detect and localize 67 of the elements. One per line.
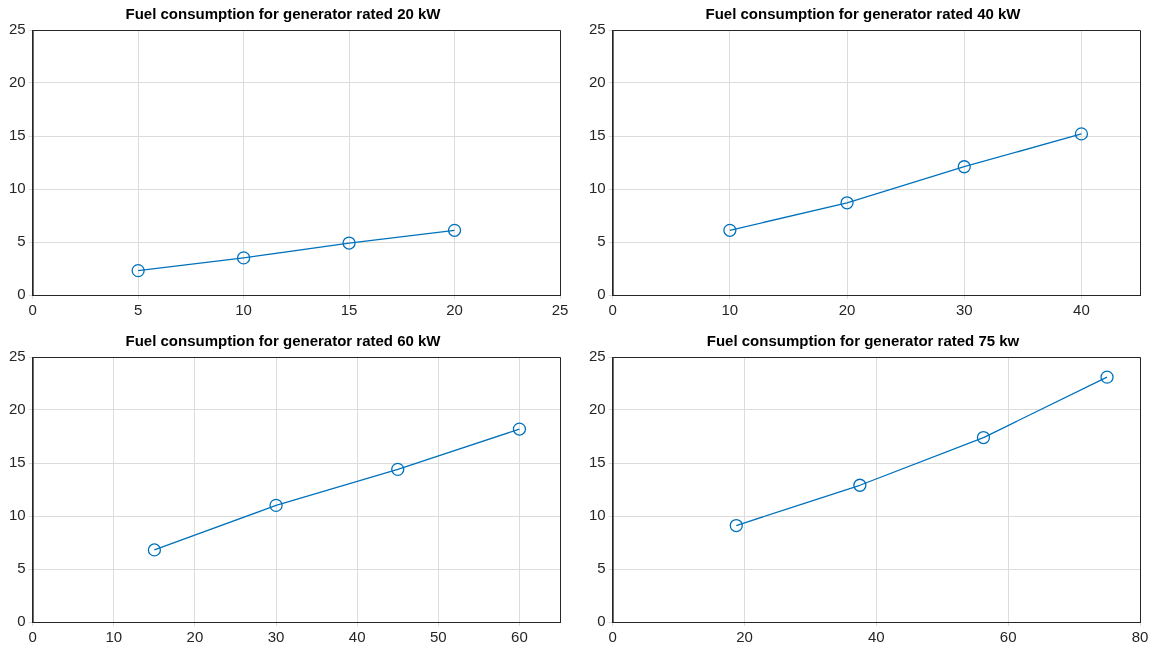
x-tick-label: 10 (721, 301, 739, 319)
y-tick-label: 0 (17, 285, 26, 303)
point (236, 251, 251, 265)
y-tick-label: 15 (9, 453, 26, 471)
point (1100, 370, 1114, 384)
y-tick-label: 10 (589, 179, 606, 197)
y-tick-label: 0 (597, 612, 606, 630)
x-tick-label: 30 (955, 301, 973, 319)
point (131, 263, 145, 278)
chart-title: Fuel consumption for generator rated 40 kW (705, 5, 1022, 23)
y-tick-label: 10 (9, 506, 26, 524)
point (1074, 127, 1089, 141)
y-tick-label: 15 (9, 126, 26, 144)
point (269, 498, 283, 513)
y-tick-label: 0 (17, 612, 26, 630)
point (342, 236, 356, 250)
x-tick-label: 0 (608, 628, 617, 646)
x-tick-label: 60 (511, 628, 528, 646)
x-tick-label: 40 (868, 628, 885, 646)
x-tick-label: 20 (446, 301, 463, 319)
x-tick-label: 10 (105, 628, 123, 646)
x-tick-label: 60 (999, 628, 1017, 646)
y-tick-label: 5 (597, 559, 606, 577)
x-tick-label: 0 (28, 301, 37, 319)
point (147, 543, 162, 557)
y-tick-label: 25 (9, 20, 26, 38)
y-tick-label: 10 (9, 179, 26, 197)
y-tick-label: 5 (17, 232, 26, 250)
x-tick-label: 80 (1131, 628, 1149, 646)
point (957, 160, 971, 174)
y-tick-label: 0 (597, 285, 606, 303)
x-tick-label: 15 (340, 301, 358, 319)
y-tick-label: 20 (589, 73, 606, 91)
x-tick-label: 40 (1073, 301, 1090, 319)
y-tick-label: 20 (589, 400, 606, 418)
x-tick-label: 40 (348, 628, 366, 646)
point (391, 462, 405, 477)
x-tick-label: 0 (608, 301, 617, 319)
y-tick-label: 20 (9, 73, 26, 91)
y-tick-label: 25 (589, 347, 606, 365)
point (512, 422, 527, 436)
chart-title: Fuel consumption for generator rated 20 kW (125, 5, 442, 23)
x-tick-label: 30 (267, 628, 285, 646)
x-tick-label: 50 (429, 628, 447, 646)
x-tick-label: 20 (838, 301, 856, 319)
y-tick-label: 20 (9, 400, 26, 418)
y-tick-label: 5 (597, 232, 606, 250)
x-tick-label: 20 (186, 628, 204, 646)
y-tick-label: 25 (9, 347, 26, 365)
point (723, 223, 737, 237)
y-tick-label: 10 (589, 506, 606, 524)
point (840, 196, 854, 210)
chart-title: Fuel consumption for generator rated 75 kw (706, 332, 1020, 350)
y-tick-label: 25 (589, 20, 606, 38)
x-tick-label: 25 (551, 301, 569, 319)
x-tick-label: 10 (235, 301, 252, 319)
y-tick-label: 5 (17, 559, 26, 577)
y-tick-label: 15 (589, 453, 606, 471)
point (729, 518, 743, 533)
chart-title: Fuel consumption for generator rated 60 kW (125, 332, 442, 350)
x-tick-label: 0 (28, 628, 37, 646)
point (976, 430, 991, 445)
x-tick-label: 5 (133, 301, 143, 319)
point (853, 478, 867, 492)
y-tick-label: 15 (589, 126, 606, 144)
x-tick-label: 20 (736, 628, 753, 646)
point (447, 223, 462, 237)
